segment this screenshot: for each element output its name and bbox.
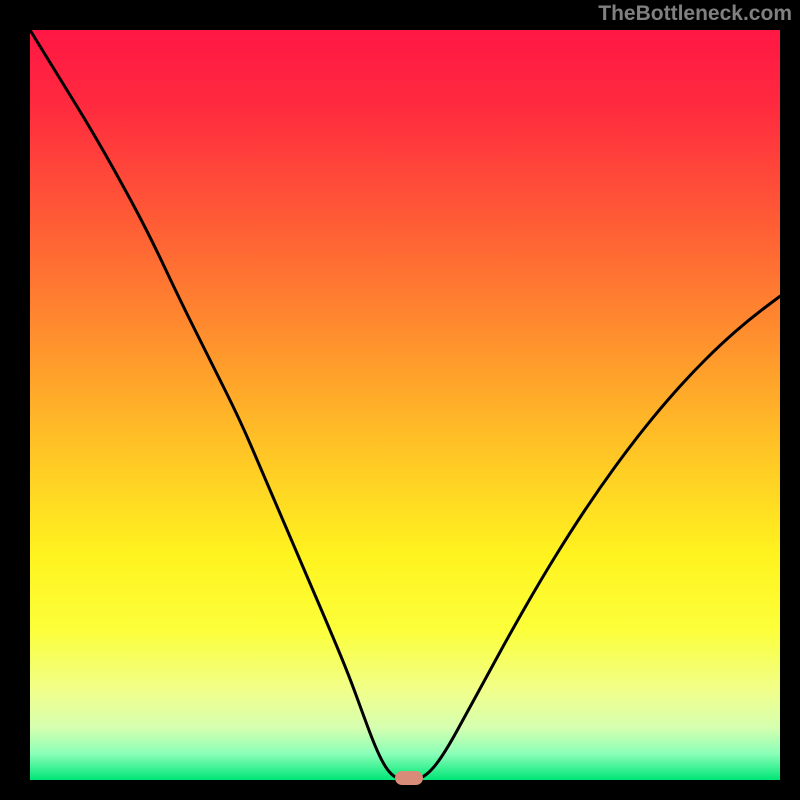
plot-area [30, 30, 780, 780]
optimum-marker [395, 771, 423, 785]
watermark-text: TheBottleneck.com [598, 2, 792, 26]
bottleneck-curve [30, 30, 780, 780]
chart-container: TheBottleneck.com [0, 0, 800, 800]
